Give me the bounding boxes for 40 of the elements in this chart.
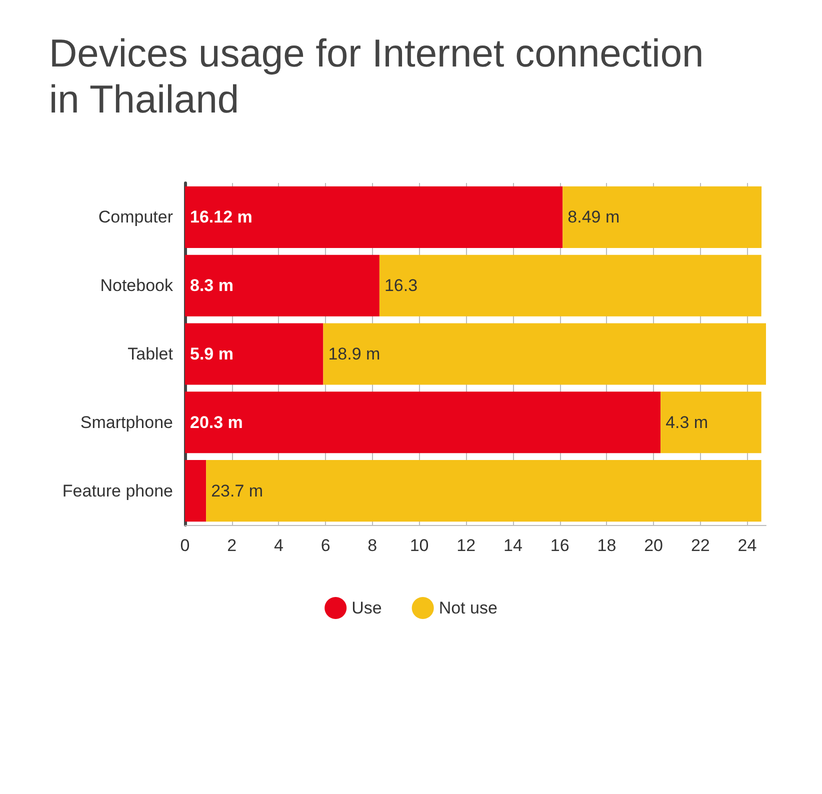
data-label: 16.3 [384,276,418,296]
bar [206,460,762,522]
bar [323,323,766,385]
x-tick-label: 6 [320,536,330,555]
data-label: 8.49 m [568,208,620,227]
x-tick-label: 0 [180,536,190,555]
bar [379,254,762,316]
data-label: 4.3 m [666,412,708,432]
x-tick-label: 22 [690,536,710,555]
y-tick-label: Computer [98,208,174,227]
x-tick-label: 20 [644,536,664,555]
x-tick-label: 16 [550,536,570,555]
chart-title: Devices usage for Internet connection in Thailand [49,32,704,122]
bar [660,392,762,454]
legend-label: Use [352,598,382,618]
data-label: 23.7 m [211,481,264,500]
data-label: 5.9 m [190,344,234,364]
bar [562,186,762,248]
x-tick-label: 24 [738,536,757,555]
y-tick-label: Tablet [128,344,174,364]
x-tick-label: 10 [410,536,429,555]
data-label: 16.12 m [190,208,252,227]
y-tick-label: Smartphone [80,412,173,432]
x-tick-label: 4 [274,536,284,555]
data-label: 20.3 m [190,412,243,432]
bar [185,254,380,316]
bar [185,392,661,454]
y-tick-label: Notebook [100,276,174,296]
legend-label: Not use [438,598,498,618]
y-tick-label: Feature phone [62,481,173,500]
data-label: 8.3 m [190,276,234,296]
bar [185,323,324,385]
data-label: 18.9 m [328,344,380,364]
x-tick-label: 14 [504,536,522,555]
x-tick-label: 18 [597,536,616,555]
bar [185,186,563,248]
x-tick-label: 8 [368,536,378,555]
x-tick-label: 2 [227,536,237,555]
x-tick-label: 12 [456,536,476,555]
bar [185,460,206,522]
